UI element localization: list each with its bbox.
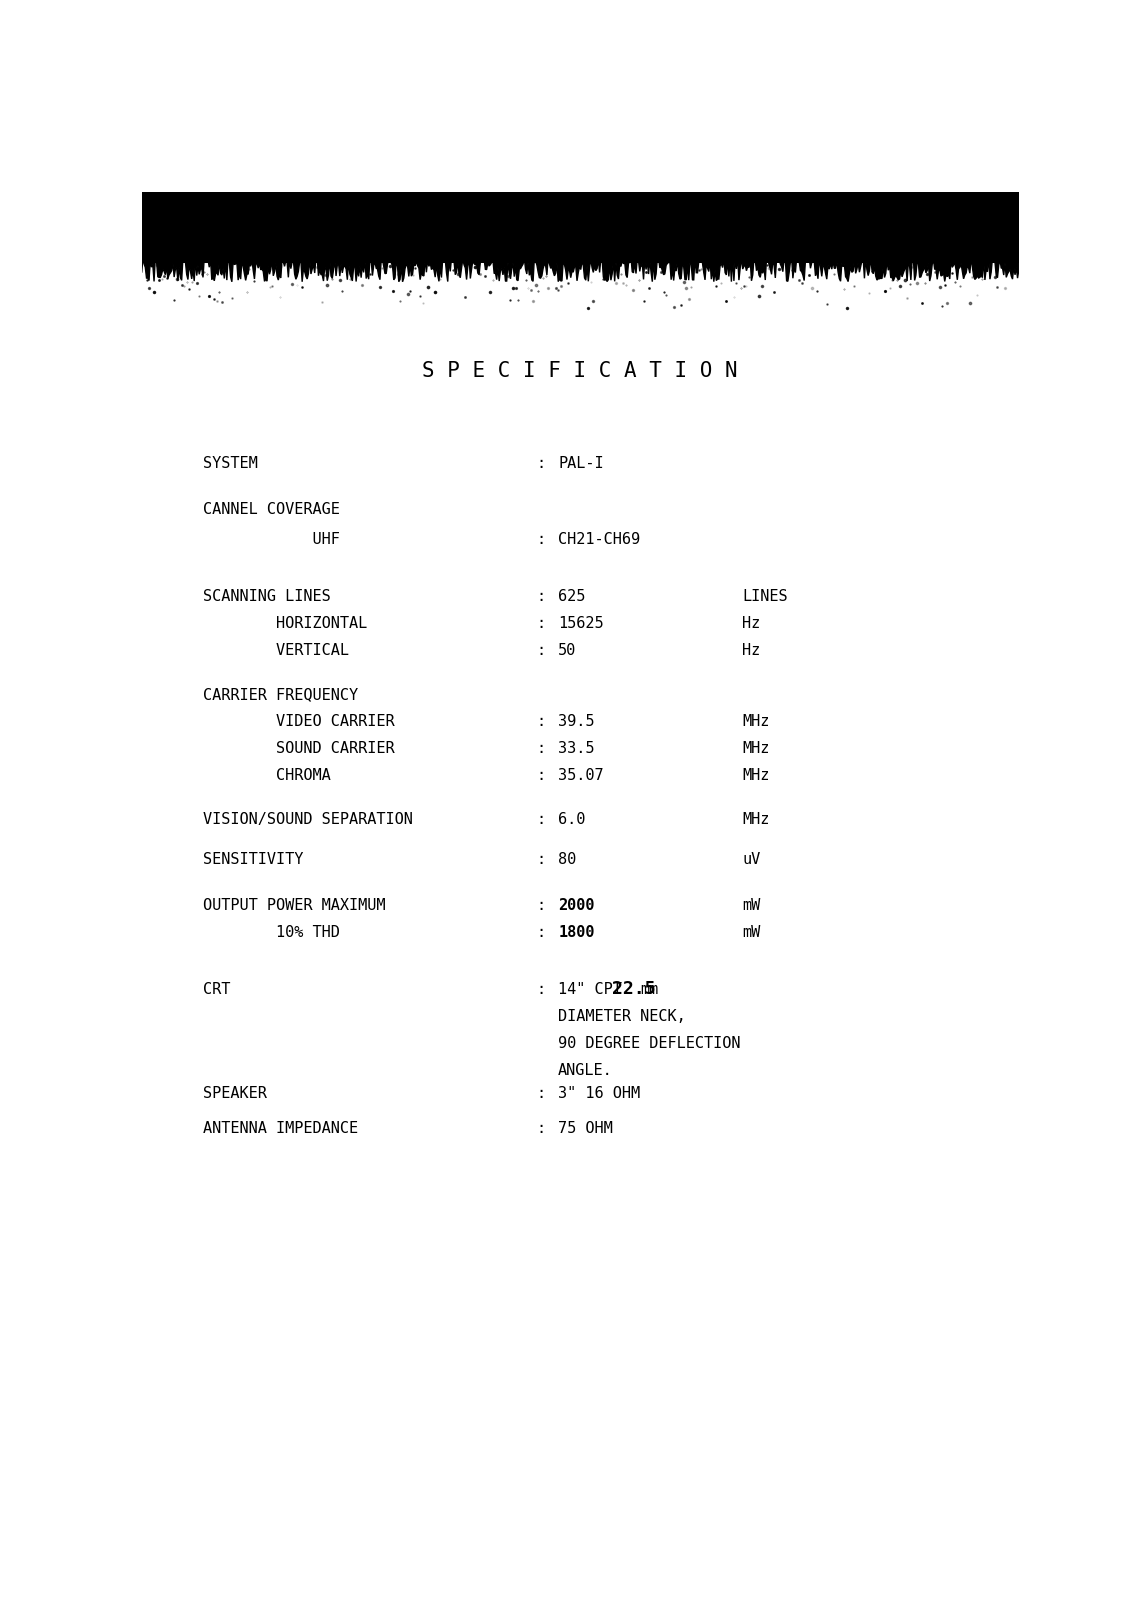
Text: SENSITIVITY: SENSITIVITY: [203, 853, 303, 867]
Text: Hz: Hz: [743, 616, 761, 630]
Text: 3" 16 OHM: 3" 16 OHM: [558, 1086, 641, 1101]
Polygon shape: [142, 192, 1019, 282]
Text: :: :: [537, 925, 546, 939]
Text: :: :: [537, 898, 546, 914]
Text: mW: mW: [743, 925, 761, 939]
Text: 75 OHM: 75 OHM: [558, 1122, 612, 1136]
Text: 80: 80: [558, 853, 576, 867]
Text: mm: mm: [641, 982, 659, 997]
Text: :: :: [537, 589, 546, 603]
Text: 6.0: 6.0: [558, 811, 585, 827]
Text: VERTICAL: VERTICAL: [203, 643, 349, 658]
Text: :: :: [537, 768, 546, 784]
Text: MHz: MHz: [743, 714, 770, 730]
Text: :: :: [537, 1122, 546, 1136]
Text: :: :: [537, 616, 546, 630]
Text: 90 DEGREE DEFLECTION: 90 DEGREE DEFLECTION: [558, 1035, 740, 1051]
Text: UHF: UHF: [203, 531, 340, 547]
Text: MHz: MHz: [743, 811, 770, 827]
Text: CARRIER FREQUENCY: CARRIER FREQUENCY: [203, 686, 358, 702]
Text: SCANNING LINES: SCANNING LINES: [203, 589, 331, 603]
Text: 625: 625: [558, 589, 585, 603]
Text: :: :: [537, 811, 546, 827]
Text: Hz: Hz: [743, 643, 761, 658]
Text: VISION/SOUND SEPARATION: VISION/SOUND SEPARATION: [203, 811, 413, 827]
Text: VIDEO CARRIER: VIDEO CARRIER: [203, 714, 395, 730]
Text: uV: uV: [743, 853, 761, 867]
Text: mW: mW: [743, 898, 761, 914]
Text: 35.07: 35.07: [558, 768, 603, 784]
Text: 1800: 1800: [558, 925, 594, 939]
Text: :: :: [537, 714, 546, 730]
Text: 15625: 15625: [558, 616, 603, 630]
Text: CANNEL COVERAGE: CANNEL COVERAGE: [203, 502, 340, 517]
Text: CH21-CH69: CH21-CH69: [558, 531, 641, 547]
Text: :: :: [537, 643, 546, 658]
Text: ANTENNA IMPEDANCE: ANTENNA IMPEDANCE: [203, 1122, 358, 1136]
Text: MHz: MHz: [743, 741, 770, 757]
Text: PAL-I: PAL-I: [558, 456, 603, 470]
Text: 39.5: 39.5: [558, 714, 594, 730]
Text: SYSTEM: SYSTEM: [203, 456, 258, 470]
Text: 33.5: 33.5: [558, 741, 594, 757]
Text: :: :: [537, 982, 546, 997]
Text: 2000: 2000: [558, 898, 594, 914]
Text: 14" CPT.: 14" CPT.: [558, 982, 641, 997]
Text: 10% THD: 10% THD: [203, 925, 340, 939]
Text: :: :: [537, 531, 546, 547]
Text: CHROMA: CHROMA: [203, 768, 331, 784]
Bar: [142, 179, 1019, 264]
Text: SOUND CARRIER: SOUND CARRIER: [203, 741, 395, 757]
Text: 22.5: 22.5: [612, 981, 655, 998]
Text: LINES: LINES: [743, 589, 788, 603]
Text: DIAMETER NECK,: DIAMETER NECK,: [558, 1008, 686, 1024]
Text: :: :: [537, 1086, 546, 1101]
Text: OUTPUT POWER MAXIMUM: OUTPUT POWER MAXIMUM: [203, 898, 385, 914]
Text: MHz: MHz: [743, 768, 770, 784]
Text: :: :: [537, 456, 546, 470]
Text: 50: 50: [558, 643, 576, 658]
Text: CRT: CRT: [203, 982, 230, 997]
Text: HORIZONTAL: HORIZONTAL: [203, 616, 367, 630]
Text: ANGLE.: ANGLE.: [558, 1062, 612, 1078]
Text: :: :: [537, 741, 546, 757]
Text: SPEAKER: SPEAKER: [203, 1086, 267, 1101]
Text: :: :: [537, 853, 546, 867]
Text: S P E C I F I C A T I O N: S P E C I F I C A T I O N: [422, 360, 738, 381]
